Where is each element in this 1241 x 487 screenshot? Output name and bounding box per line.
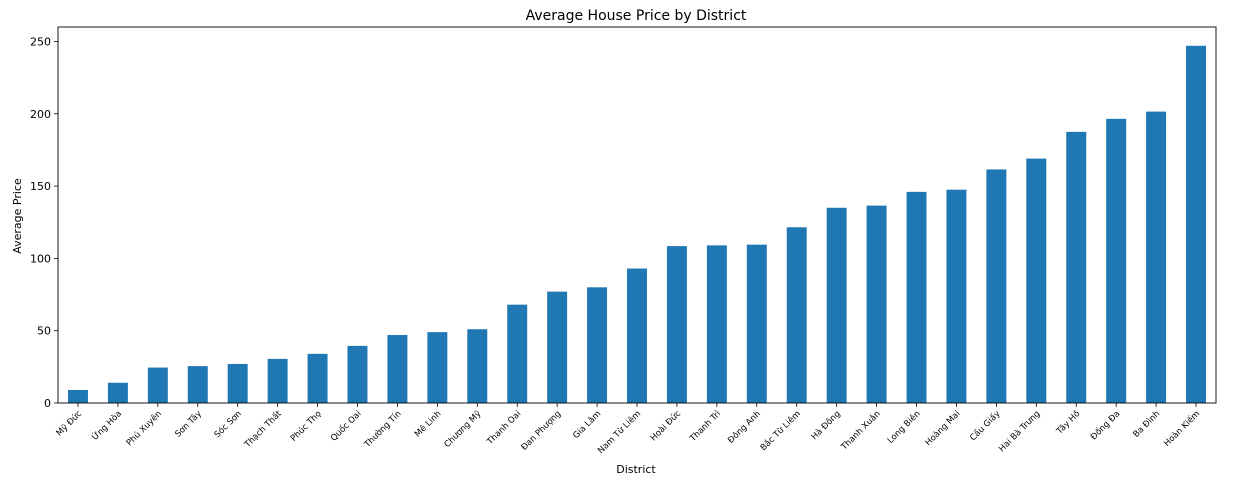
- bar: [187, 366, 208, 403]
- x-tick-label: Hoài Đức: [649, 409, 684, 444]
- bar: [826, 207, 847, 403]
- bar: [1066, 131, 1087, 403]
- bar: [547, 291, 568, 403]
- x-tick-label: Hoàng Mai: [924, 409, 963, 448]
- bar: [507, 304, 528, 403]
- x-tick-label: Đông Anh: [726, 408, 763, 445]
- bar: [147, 367, 168, 403]
- bar: [866, 205, 887, 403]
- y-tick-label: 100: [30, 252, 51, 265]
- bar: [946, 189, 967, 403]
- y-tick-label: 150: [30, 180, 51, 193]
- x-tick-label: Mỹ Đức: [55, 409, 85, 439]
- x-tick-label: Hà Đông: [809, 408, 843, 442]
- bars-group: [67, 45, 1207, 404]
- x-tick-label: Ứng Hòa: [89, 408, 124, 443]
- bar: [986, 169, 1007, 403]
- x-tick-label: Cầu Giấy: [968, 408, 1003, 443]
- y-tick-label: 50: [37, 325, 51, 338]
- x-tick-label: Tây Hồ: [1054, 408, 1083, 437]
- x-tick-label: Ba Đình: [1131, 409, 1162, 440]
- x-axis-ticks: Mỹ Đức Ứng Hòa Phú Xuyên Sơn Tây Sóc Sơn Thạc…: [55, 403, 1203, 456]
- x-tick-label: Gia Lâm: [571, 409, 603, 441]
- x-tick-label: Thanh Trì: [688, 409, 723, 444]
- x-tick-label: Thường Tín: [361, 408, 403, 450]
- x-tick-label: Quốc Oai: [328, 408, 363, 443]
- bar: [1106, 118, 1127, 403]
- bar: [387, 335, 408, 403]
- x-tick-label: Sóc Sơn: [212, 408, 244, 440]
- bar: [307, 353, 328, 403]
- bar: [67, 389, 88, 403]
- bar: [227, 363, 248, 403]
- x-tick-label: Đống Đa: [1088, 408, 1122, 442]
- bar: [746, 244, 767, 403]
- bar: [467, 329, 488, 403]
- x-tick-label: Chương Mỹ: [443, 409, 484, 450]
- bar: [107, 382, 128, 403]
- x-axis-label: District: [616, 463, 656, 476]
- bar: [347, 345, 368, 403]
- y-axis-label: Average Price: [11, 178, 24, 254]
- x-tick-label: Phú Xuyên: [124, 408, 164, 448]
- bar: [427, 332, 448, 403]
- bar: [666, 246, 687, 403]
- x-tick-label: Thanh Oai: [485, 409, 524, 448]
- y-tick-label: 200: [30, 108, 51, 121]
- x-tick-label: Đan Phượng: [520, 409, 564, 453]
- x-tick-label: Long Biên: [885, 408, 923, 446]
- x-tick-label: Bắc Từ Liêm: [758, 408, 803, 453]
- bar: [706, 245, 727, 403]
- bar: [267, 358, 288, 403]
- plot-frame: [57, 26, 1217, 404]
- y-tick-label: 250: [30, 35, 51, 48]
- bar: [1026, 158, 1047, 403]
- chart-title: Average House Price by District: [526, 8, 747, 24]
- x-tick-label: Phúc Thọ: [289, 409, 324, 444]
- bar: [906, 191, 927, 403]
- x-tick-label: Thạch Thất: [242, 408, 285, 451]
- bar: [786, 227, 807, 403]
- x-tick-label: Sơn Tây: [173, 409, 203, 439]
- bar: [627, 268, 647, 403]
- y-axis-ticks: 0 50 100 150 200 250: [30, 35, 58, 410]
- x-tick-label: Hoàn Kiếm: [1162, 408, 1203, 449]
- y-tick-label: 0: [44, 397, 51, 410]
- x-tick-label: Thanh Xuân: [839, 409, 883, 453]
- x-tick-label: Hai Bà Trưng: [997, 409, 1042, 454]
- x-tick-label: Mê Linh: [412, 408, 443, 439]
- bar: [587, 287, 608, 403]
- x-tick-label: Nam Từ Liêm: [595, 408, 643, 456]
- bar: [1146, 111, 1167, 403]
- bar: [1186, 45, 1207, 404]
